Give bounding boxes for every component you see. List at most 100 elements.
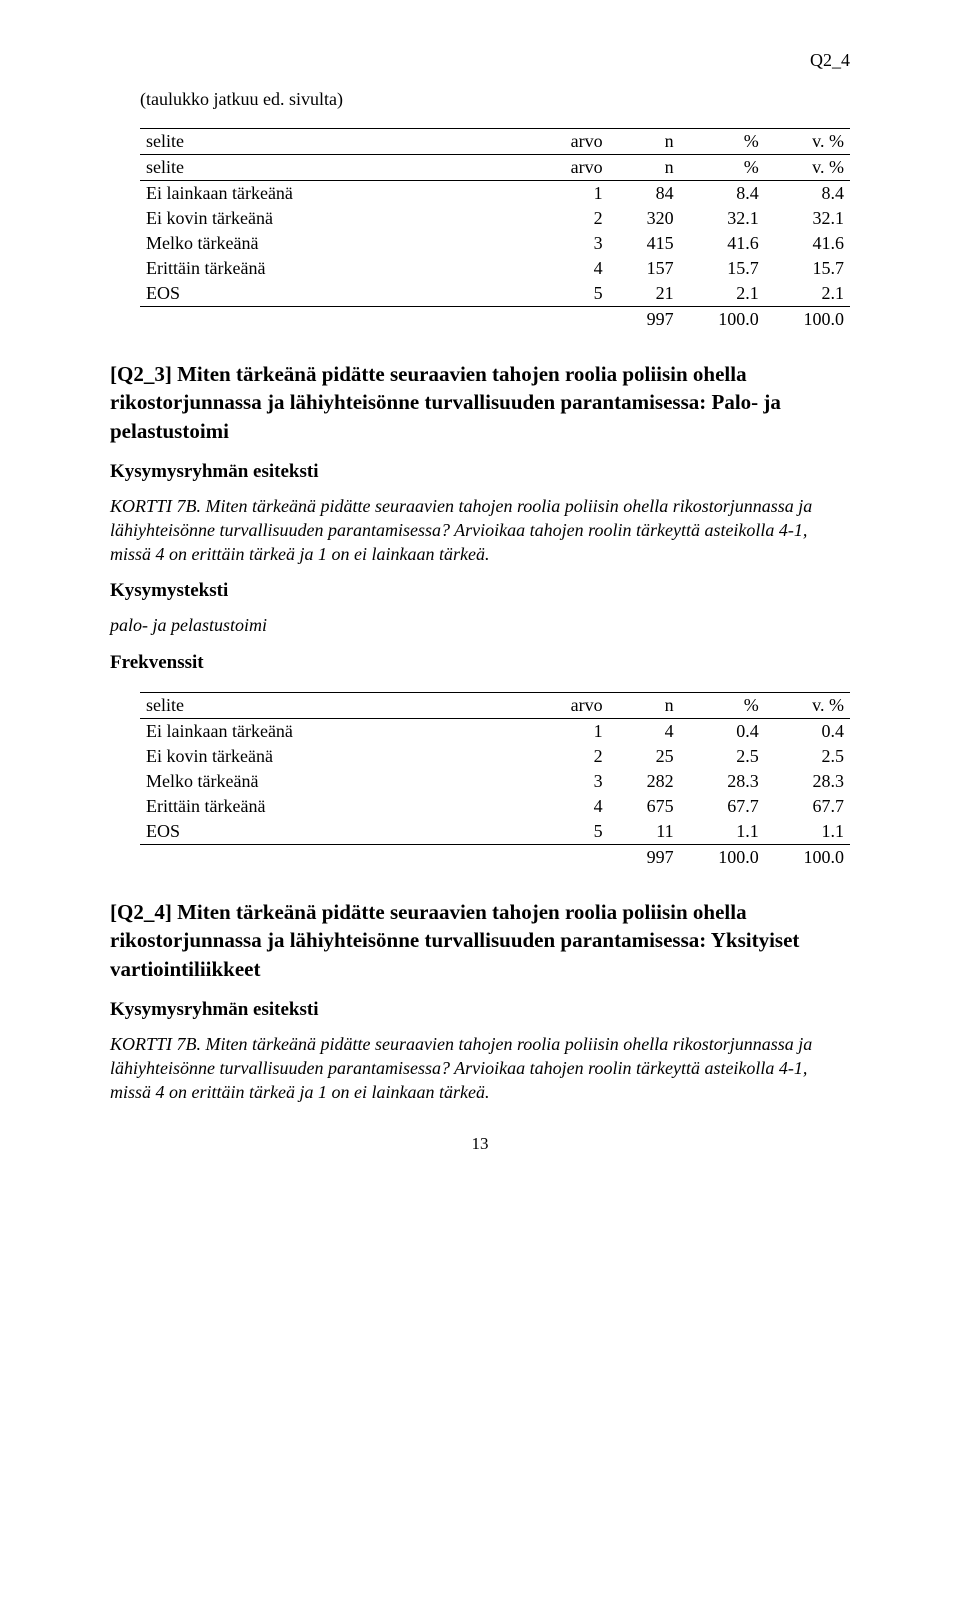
table-row: EOS 5 11 1.1 1.1 <box>140 819 850 845</box>
table-row: Ei lainkaan tärkeänä 1 4 0.4 0.4 <box>140 719 850 745</box>
total-pct: 100.0 <box>680 845 765 871</box>
cell-label: Ei lainkaan tärkeänä <box>140 719 538 745</box>
table-total-row: 997 100.0 100.0 <box>140 307 850 333</box>
cell-n: 11 <box>609 819 680 845</box>
col-n: n <box>609 693 680 719</box>
group-heading: Kysymysryhmän esiteksti <box>110 999 850 1021</box>
cell-arvo: 1 <box>538 181 609 207</box>
page-header-code: Q2_4 <box>110 50 850 71</box>
question-title-q2-3: [Q2_3] Miten tärkeänä pidätte seuraavien… <box>110 360 850 445</box>
total-vpct: 100.0 <box>765 307 850 333</box>
qtext-heading: Kysymysteksti <box>110 580 850 602</box>
total-vpct: 100.0 <box>765 845 850 871</box>
freq-heading: Frekvenssit <box>110 652 850 674</box>
cell-label: EOS <box>140 281 538 307</box>
cell-pct: 2.1 <box>680 281 765 307</box>
table-total-row: 997 100.0 100.0 <box>140 845 850 871</box>
total-n: 997 <box>609 307 680 333</box>
cell-vpct: 28.3 <box>765 769 850 794</box>
cell-pct: 2.5 <box>680 744 765 769</box>
table-header-row: selite arvo n % v. % <box>140 693 850 719</box>
cell-pct: 15.7 <box>680 256 765 281</box>
cell-label: Erittäin tärkeänä <box>140 794 538 819</box>
cell-arvo: 2 <box>538 744 609 769</box>
col-selite: selite <box>140 155 538 181</box>
cell-pct: 28.3 <box>680 769 765 794</box>
cell-arvo: 5 <box>538 281 609 307</box>
cell-vpct: 15.7 <box>765 256 850 281</box>
table-row: Ei kovin tärkeänä 2 25 2.5 2.5 <box>140 744 850 769</box>
col-selite: selite <box>140 129 538 155</box>
cell-pct: 41.6 <box>680 231 765 256</box>
cell-vpct: 32.1 <box>765 206 850 231</box>
cell-n: 4 <box>609 719 680 745</box>
group-heading: Kysymysryhmän esiteksti <box>110 461 850 483</box>
col-arvo: arvo <box>538 155 609 181</box>
cell-vpct: 1.1 <box>765 819 850 845</box>
table-row: Erittäin tärkeänä 4 675 67.7 67.7 <box>140 794 850 819</box>
col-selite: selite <box>140 693 538 719</box>
cell-label: Melko tärkeänä <box>140 231 538 256</box>
cell-pct: 32.1 <box>680 206 765 231</box>
group-text: KORTTI 7B. Miten tärkeänä pidätte seuraa… <box>110 495 850 566</box>
table-row: Melko tärkeänä 3 415 41.6 41.6 <box>140 231 850 256</box>
cell-label: Melko tärkeänä <box>140 769 538 794</box>
total-pct: 100.0 <box>680 307 765 333</box>
cell-n: 415 <box>609 231 680 256</box>
cell-n: 157 <box>609 256 680 281</box>
cell-pct: 67.7 <box>680 794 765 819</box>
table-subheader-row: selite arvo n % v. % <box>140 155 850 181</box>
frequency-table-2: selite arvo n % v. % Ei lainkaan tärkeän… <box>140 692 850 870</box>
col-vpct: v. % <box>765 155 850 181</box>
table-header-row: selite arvo n % v. % <box>140 129 850 155</box>
cell-arvo: 5 <box>538 819 609 845</box>
cell-arvo: 1 <box>538 719 609 745</box>
col-vpct: v. % <box>765 129 850 155</box>
question-title-q2-4: [Q2_4] Miten tärkeänä pidätte seuraavien… <box>110 898 850 983</box>
cell-label: Ei lainkaan tärkeänä <box>140 181 538 207</box>
cell-arvo: 3 <box>538 231 609 256</box>
cell-vpct: 2.1 <box>765 281 850 307</box>
continuation-note: (taulukko jatkuu ed. sivulta) <box>140 89 850 110</box>
col-n: n <box>609 129 680 155</box>
table-row: Ei lainkaan tärkeänä 1 84 8.4 8.4 <box>140 181 850 207</box>
cell-n: 25 <box>609 744 680 769</box>
page-number: 13 <box>110 1134 850 1154</box>
cell-label: Ei kovin tärkeänä <box>140 744 538 769</box>
cell-vpct: 2.5 <box>765 744 850 769</box>
cell-vpct: 67.7 <box>765 794 850 819</box>
page: Q2_4 (taulukko jatkuu ed. sivulta) selit… <box>0 0 960 1194</box>
total-n: 997 <box>609 845 680 871</box>
cell-label: EOS <box>140 819 538 845</box>
qtext: palo- ja pelastustoimi <box>110 614 850 638</box>
group-text: KORTTI 7B. Miten tärkeänä pidätte seuraa… <box>110 1033 850 1104</box>
cell-pct: 1.1 <box>680 819 765 845</box>
cell-arvo: 2 <box>538 206 609 231</box>
cell-arvo: 3 <box>538 769 609 794</box>
cell-label: Erittäin tärkeänä <box>140 256 538 281</box>
table-row: Erittäin tärkeänä 4 157 15.7 15.7 <box>140 256 850 281</box>
frequency-table-1: selite arvo n % v. % selite arvo n % v. … <box>140 128 850 332</box>
col-arvo: arvo <box>538 693 609 719</box>
cell-n: 320 <box>609 206 680 231</box>
cell-pct: 8.4 <box>680 181 765 207</box>
col-n: n <box>609 155 680 181</box>
col-pct: % <box>680 693 765 719</box>
table-row: Melko tärkeänä 3 282 28.3 28.3 <box>140 769 850 794</box>
col-arvo: arvo <box>538 129 609 155</box>
table-row: EOS 5 21 2.1 2.1 <box>140 281 850 307</box>
table-row: Ei kovin tärkeänä 2 320 32.1 32.1 <box>140 206 850 231</box>
cell-arvo: 4 <box>538 794 609 819</box>
col-vpct: v. % <box>765 693 850 719</box>
col-pct: % <box>680 129 765 155</box>
cell-label: Ei kovin tärkeänä <box>140 206 538 231</box>
col-pct: % <box>680 155 765 181</box>
cell-vpct: 0.4 <box>765 719 850 745</box>
cell-arvo: 4 <box>538 256 609 281</box>
cell-n: 675 <box>609 794 680 819</box>
cell-pct: 0.4 <box>680 719 765 745</box>
cell-n: 282 <box>609 769 680 794</box>
cell-n: 84 <box>609 181 680 207</box>
cell-vpct: 8.4 <box>765 181 850 207</box>
cell-n: 21 <box>609 281 680 307</box>
